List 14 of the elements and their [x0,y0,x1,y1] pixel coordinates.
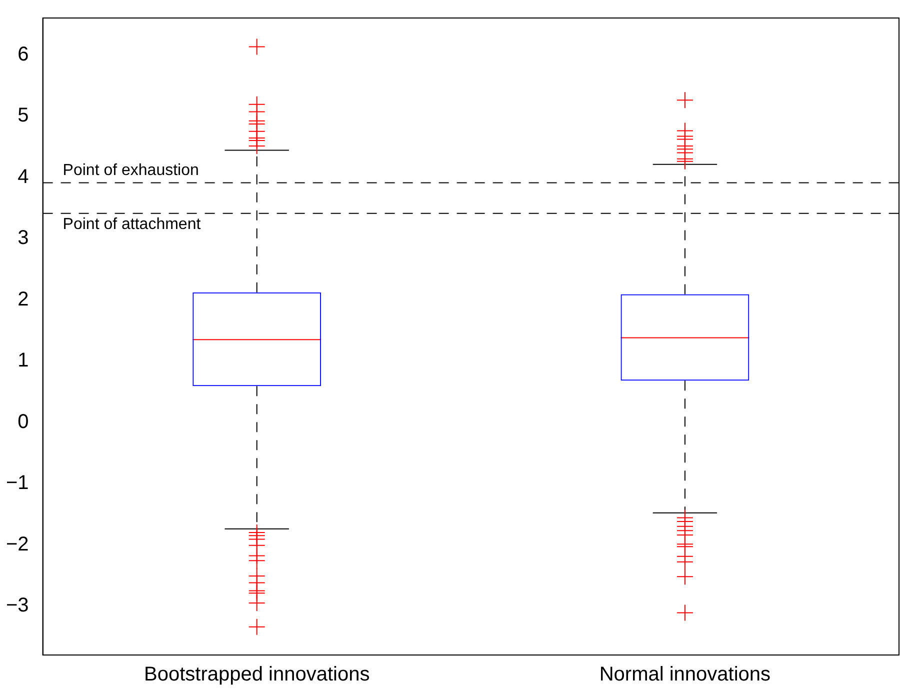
y-tick-label: 5 [18,104,29,127]
ref-line-label: Point of attachment [62,216,202,233]
x-tick-label: Normal innovations [599,664,771,686]
y-tick-label: 4 [18,166,29,188]
y-tick-label: 6 [18,43,29,66]
y-tick-label: −2 [6,533,29,556]
y-tick-label: −1 [6,472,29,494]
x-tick-label: Bootstrapped innovations [144,664,370,686]
y-tick-label: −3 [6,594,29,617]
y-tick-label: 3 [18,227,29,250]
y-tick-label: 2 [18,288,29,310]
ref-line-label: Point of exhaustion [62,162,199,180]
y-tick-label: 1 [18,350,29,372]
y-tick-label: 0 [18,410,29,433]
